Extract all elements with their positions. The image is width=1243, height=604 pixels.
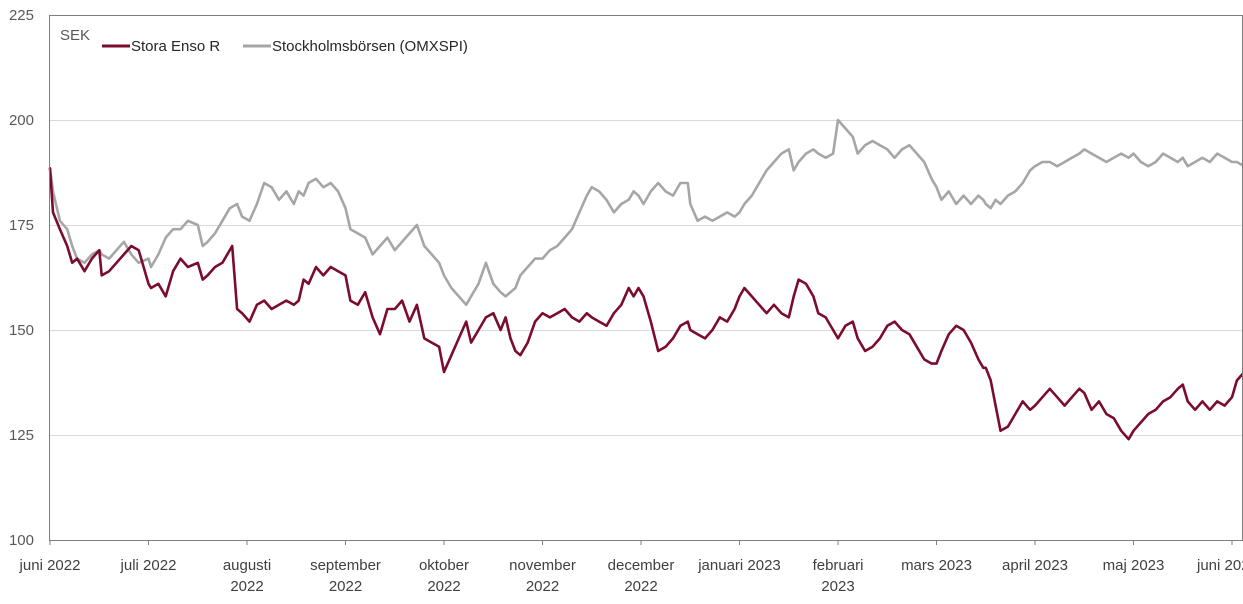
x-tick-label: februari 2023: [813, 557, 864, 595]
legend-label: Stora Enso R: [131, 38, 220, 55]
x-tick-label: september 2022: [310, 557, 381, 595]
series-line-stockholmsb-rsen-omxspi: [48, 118, 1243, 307]
x-tick-label: juni 2023: [1196, 557, 1243, 574]
y-tick-label: 150: [9, 322, 34, 339]
x-tick-label: mars 2023: [901, 557, 972, 574]
x-tick-label: april 2023: [1002, 557, 1068, 574]
y-tick-label: 100: [9, 532, 34, 549]
unit-label: SEK: [60, 27, 90, 44]
x-tick-label: november 2022: [509, 557, 576, 595]
y-axis: 100 125 150 175 200 225: [9, 7, 34, 549]
gridlines: [50, 120, 1242, 436]
x-tick-label: augusti 2022: [223, 557, 271, 595]
x-tick-label: december 2022: [608, 557, 675, 595]
legend-label: Stockholmsbörsen (OMXSPI): [272, 38, 468, 55]
x-tick-label: maj 2023: [1103, 557, 1165, 574]
series-line-stora-enso-r: [48, 167, 1243, 441]
x-tick-label: oktober 2022: [419, 557, 469, 595]
y-tick-label: 225: [9, 7, 34, 24]
y-tick-label: 125: [9, 427, 34, 444]
series-lines: [48, 118, 1243, 441]
legend: Stora Enso R Stockholmsbörsen (OMXSPI): [102, 38, 468, 55]
x-tick-label: januari 2023: [697, 557, 781, 574]
x-tick-label: juli 2022: [120, 557, 177, 574]
x-tick-label: juni 2022: [19, 557, 81, 574]
y-tick-label: 175: [9, 217, 34, 234]
x-axis: juni 2022 juli 2022 augusti 2022 september 20…: [19, 540, 1243, 595]
plot-area-border: [49, 15, 1243, 541]
y-tick-label: 200: [9, 112, 34, 129]
